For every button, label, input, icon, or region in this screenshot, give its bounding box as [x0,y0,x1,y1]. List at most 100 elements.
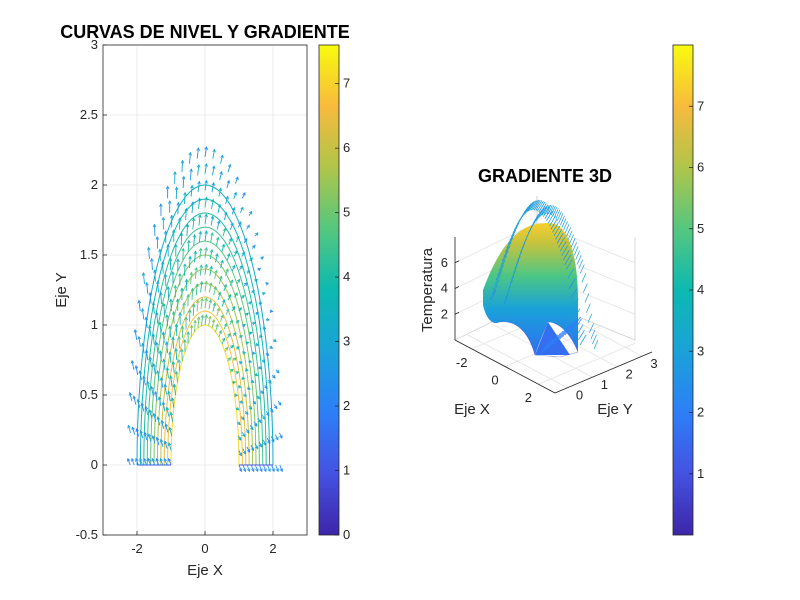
chart1-quiver-arrow [171,398,175,409]
chart1-quiver-arrowhead [241,376,246,381]
chart2-quiver-arrow [541,204,549,216]
chart2-quiver-arrow [547,336,556,350]
chart1-quiver-arrowhead [168,426,173,431]
chart2-quiver-arrow [562,324,571,338]
chart1-contour-line [167,310,243,466]
chart1-quiver-arrowhead [183,191,187,196]
chart2-quiver-arrow [586,303,591,313]
chart1-quiver-arrowhead [171,310,176,315]
chart1-quiver-arrow [160,377,164,388]
chart1-quiver-arrow [208,299,212,310]
chart1-quiver-arrowhead [245,341,250,345]
chart1-quiver-arrowhead [238,307,242,311]
chart1-quiver-arrowhead [195,283,199,287]
chart1-quiver-arrowhead [190,184,194,189]
chart1-ytick-label: 2.5 [80,107,98,122]
chart1-quiver-arrowhead [171,271,175,275]
chart1-quiver-arrow [141,403,145,412]
chart1-contour-line [170,324,240,466]
chart1-quiver-arrow [274,434,279,441]
chart1-quiver-arrowhead [173,284,178,289]
chart1-quiver-arrow [225,308,230,315]
chart2-quiver-arrow [497,264,504,276]
chart1-quiver-arrow [242,464,246,472]
chart2-quiver-arrow [559,241,567,252]
chart2-quiver-arrow [572,298,579,309]
chart1-quiver-arrowhead [266,412,270,417]
chart1-quiver-arrowhead [246,224,250,229]
chart1-quiver-arrow [220,315,224,322]
chart1-quiver-arrow [250,464,255,472]
chart1-quiver-arrowhead [264,385,268,389]
chart1-quiver-arrowhead [265,282,270,286]
chart2-ztick-mark [454,311,460,315]
chart1-quiver-arrowhead [140,308,145,312]
chart1-quiver-arrow [211,182,215,193]
chart2-quiver-arrow [564,254,572,265]
chart1-quiver-arrowhead [128,391,133,396]
chart1-ytick-label: 1 [91,317,98,332]
chart1-ytick-label: 1.5 [80,247,98,262]
chart1-quiver-arrowhead [254,445,259,450]
chart1-quiver-arrowhead [189,324,194,329]
chart1-ytick-label: 0 [91,457,98,472]
chart1-quiver-arrowhead [134,365,139,369]
chart1-quiver-arrow [131,360,135,370]
chart1-colorbar-tick-label: 3 [343,334,350,349]
chart1-quiver-arrow [210,232,213,243]
chart1-quiver-arrow [231,265,236,272]
chart1-quiver-arrow [153,363,156,374]
chart1-quiver-arrowhead [159,438,164,443]
chart1-quiver-arrowhead [140,402,145,407]
chart2-quiver-arrow [511,226,518,237]
chart1-quiver-arrow [217,204,221,214]
chart1-quiver-arrow [196,148,199,159]
chart1-quiver-arrow [239,207,244,214]
chart1-quiver-arrow [215,324,219,332]
chart1-quiver-arrowhead [238,468,243,473]
chart1-ytick-label: -0.5 [76,527,98,542]
chart1-quiver-arrowhead [184,207,189,212]
chart2-quiver-arrow [539,342,549,356]
chart1-quiver-arrowhead [254,278,259,283]
chart1-quiver-arrow [159,350,162,362]
chart1-quiver-arrowhead [144,316,149,321]
chart2-ytick-label: 3 [650,356,657,371]
chart1-quiver-arrowhead [163,230,168,235]
chart1-quiver-arrow [129,392,133,402]
chart1-quiver-arrowhead [151,457,155,462]
chart1-quiver-arrow [194,267,197,279]
chart2-quiver-arrow [524,203,532,214]
chart2-quiver-arrow [550,219,558,230]
chart1-xtick-label: 2 [269,541,276,556]
chart1-quiver-arrowhead [258,419,262,424]
chart1-quiver-arrowhead [227,163,232,168]
chart1-quiver-arrowhead [196,147,200,152]
chart2-quiver-arrow [549,334,559,348]
chart2-quiver-arrow [572,242,577,252]
chart1-quiver-arrow [142,272,145,285]
chart1-quiver-arrow [266,437,271,444]
chart1-quiver-arrowhead [155,236,160,240]
chart1-ytick-label: 0.5 [80,387,98,402]
chart1-quiver-arrowhead [252,321,256,326]
chart1-quiver-arrowhead [227,357,232,361]
chart1-quiver-arrow [193,234,196,246]
chart2-quiver-arrow [511,270,516,280]
chart1-ytick-label: 2 [91,177,98,192]
chart1-quiver-arrowhead [259,468,263,473]
chart1-quiver-arrowhead [223,322,228,327]
chart1-quiver-arrowhead [127,424,131,429]
chart1-quiver-arrow [161,420,165,430]
chart1-quiver-arrowhead [137,299,141,304]
chart1-quiver-arrowhead [158,321,162,326]
chart1-quiver-arrow [211,166,215,176]
chart1-quiver-arrowhead [232,305,236,310]
chart2-ytick-label: 0 [576,388,583,403]
chart2-quiver-arrow [546,210,553,222]
chart1-quiver-arrowhead [155,341,159,346]
chart1-quiver-arrowhead [242,192,246,196]
chart1-quiver-arrowhead [237,421,241,426]
chart1-quiver-arrowhead [241,294,245,299]
chart1-quiver-arrowhead [131,426,135,431]
